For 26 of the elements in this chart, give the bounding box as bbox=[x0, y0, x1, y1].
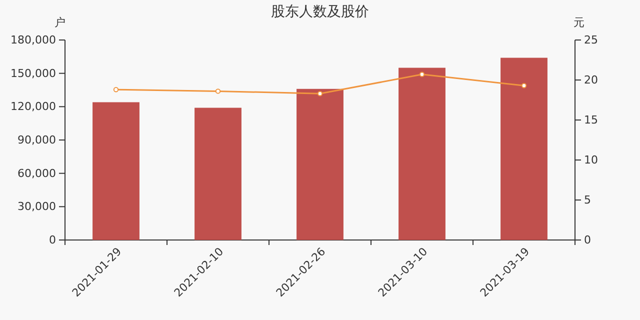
y-tick-label: 60,000 bbox=[18, 166, 56, 180]
chart-title: 股东人数及股价 bbox=[271, 4, 369, 20]
y-tick-label: 30,000 bbox=[18, 200, 56, 214]
y2-tick-label: 25 bbox=[584, 34, 598, 47]
y-tick-label: 0 bbox=[49, 234, 56, 247]
y2-tick-label: 10 bbox=[584, 154, 598, 167]
point bbox=[113, 86, 119, 92]
bar bbox=[500, 58, 548, 240]
y-tick-label: 180,000 bbox=[10, 34, 56, 47]
y-tick-label: 150,000 bbox=[10, 66, 56, 80]
y2-tick-label: 15 bbox=[584, 114, 598, 127]
point bbox=[521, 82, 527, 88]
y-axis-title: 户 bbox=[54, 16, 66, 29]
y2-tick-label: 0 bbox=[584, 234, 591, 247]
point bbox=[215, 88, 221, 94]
y-tick-label: 120,000 bbox=[10, 100, 56, 114]
y-tick-label: 90,000 bbox=[18, 134, 56, 147]
point bbox=[419, 72, 425, 78]
y2-tick-label: 20 bbox=[584, 74, 598, 87]
bar bbox=[398, 68, 446, 240]
bar bbox=[92, 102, 140, 240]
point bbox=[317, 90, 323, 96]
bar bbox=[296, 88, 344, 240]
bar bbox=[194, 108, 242, 240]
y2-axis-title: 元 bbox=[574, 16, 584, 29]
y2-tick-label: 5 bbox=[584, 194, 591, 207]
